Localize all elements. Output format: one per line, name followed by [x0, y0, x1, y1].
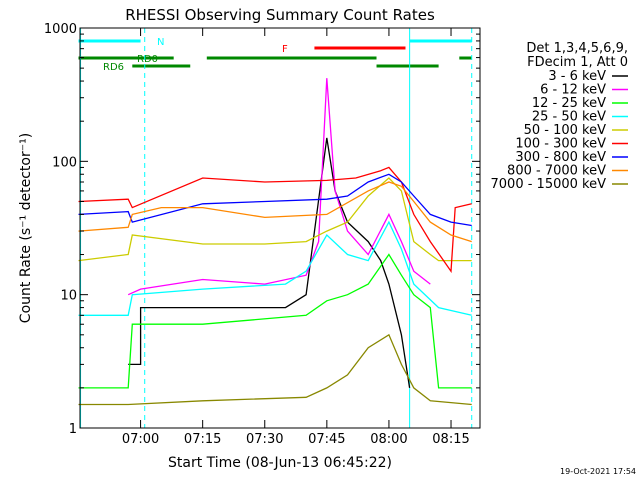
legend-header-line-1: Det 1,3,4,5,6,9, [526, 41, 628, 56]
y-axis-label: Count Rate (s⁻¹ detector⁻¹) [18, 133, 34, 323]
x-tick-label-2: 07:30 [246, 432, 283, 447]
series-line-6 [78, 166, 472, 274]
y-tick-label-0: 1 [69, 422, 77, 437]
legend-label-5: 50 - 100 keV [524, 123, 607, 138]
legend-label-8: 800 - 7000 keV [507, 164, 606, 179]
y-axis: 1 10 100 1000 [44, 22, 480, 437]
legend-label-7: 300 - 800 keV [515, 150, 606, 165]
series-line-2 [127, 78, 431, 296]
x-tick-label-4: 08:00 [370, 432, 407, 447]
flag-label-night: N [157, 37, 164, 48]
chart-title: RHESSI Observing Summary Count Rates [125, 6, 435, 24]
series-line-5 [78, 177, 472, 262]
series-line-4 [78, 220, 472, 316]
legend-label-4: 25 - 50 keV [532, 110, 606, 125]
flag-label-rd0: RD0 [137, 54, 158, 65]
x-axis: 07:00 07:15 07:30 07:45 08:00 08:15 [122, 28, 470, 447]
series-line-8 [78, 181, 472, 243]
footer-date: 19-Oct-2021 17:54 [560, 467, 636, 476]
legend: Det 1,3,4,5,6,9, FDecim 1, Att 0 3 - 6 k… [491, 41, 628, 192]
legend-label-3: 12 - 25 keV [532, 96, 606, 111]
series-line-3 [78, 253, 472, 389]
legend-label-9: 7000 - 15000 keV [491, 177, 607, 192]
plot-frame [79, 27, 481, 429]
flag-label-rd6: RD6 [103, 62, 124, 73]
series-line-1 [128, 137, 411, 388]
y-tick-label-1: 10 [60, 289, 77, 304]
legend-label-2: 6 - 12 keV [540, 83, 606, 98]
series-lines [78, 78, 472, 406]
x-tick-label-1: 07:15 [184, 432, 221, 447]
series-line-7 [78, 173, 472, 227]
x-tick-label-0: 07:00 [122, 432, 159, 447]
series-line-9 [78, 333, 472, 406]
x-axis-label: Start Time (08-Jun-13 06:45:22) [168, 455, 392, 471]
legend-label-6: 100 - 300 keV [515, 137, 606, 152]
legend-label-1: 3 - 6 keV [548, 69, 606, 84]
y-tick-label-2: 100 [52, 155, 77, 170]
mode-change-lines [80, 28, 473, 428]
legend-header-line-2: FDecim 1, Att 0 [527, 55, 628, 70]
y-tick-label-3: 1000 [44, 22, 77, 37]
flag-label-flare: F [282, 44, 288, 55]
x-tick-label-3: 07:45 [308, 432, 345, 447]
observing-flags: N RD0 RD6 F [78, 37, 472, 73]
x-tick-label-5: 08:15 [432, 432, 469, 447]
